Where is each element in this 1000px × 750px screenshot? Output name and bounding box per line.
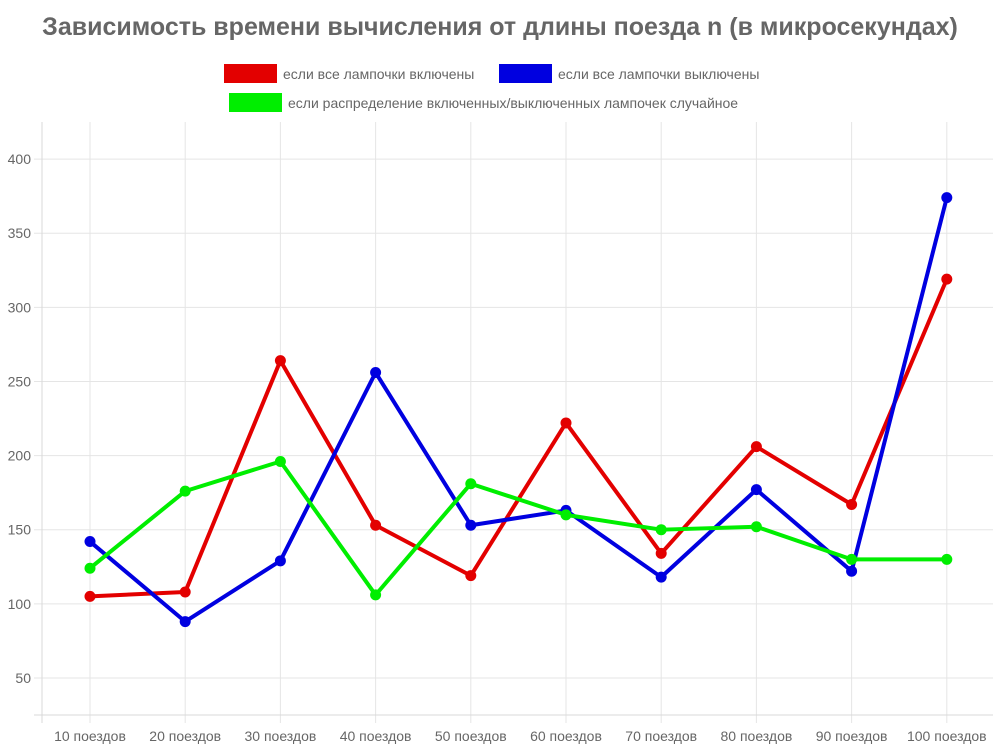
series-line — [88, 195, 949, 624]
y-tick-label: 50 — [15, 670, 31, 686]
y-axis: 50 100 150 200 250 300 350 400 — [8, 122, 43, 723]
data-point — [370, 367, 382, 379]
x-tick-label: 30 поездов — [244, 728, 316, 744]
data-point — [560, 417, 572, 429]
data-point — [274, 455, 286, 467]
data-point — [465, 478, 477, 490]
data-point — [84, 562, 96, 574]
data-point — [941, 192, 953, 204]
data-point — [84, 536, 96, 548]
data-point — [370, 519, 382, 531]
data-point — [846, 553, 858, 565]
legend-item[interactable]: если все лампочки выключены — [499, 64, 759, 83]
legend-swatch — [224, 64, 277, 83]
data-point — [274, 555, 286, 567]
data-point — [655, 571, 667, 583]
x-tick-label: 90 поездов — [816, 728, 888, 744]
data-point — [846, 498, 858, 510]
series-line — [88, 459, 949, 597]
x-axis: 10 поездов 20 поездов 30 поездов 40 поездов… — [34, 714, 993, 744]
data-point — [179, 586, 191, 598]
x-tick-label: 50 поездов — [435, 728, 507, 744]
data-point — [274, 355, 286, 367]
data-point — [846, 565, 858, 577]
data-point — [560, 509, 572, 521]
data-point — [465, 570, 477, 582]
legend-label: если все лампочки включены — [283, 66, 474, 82]
data-point — [179, 485, 191, 497]
data-point — [750, 441, 762, 453]
legend-swatch — [499, 64, 552, 83]
y-tick-label: 300 — [8, 299, 32, 315]
series-2 — [84, 192, 953, 628]
legend-label: если распределение включенных/выключенны… — [288, 95, 738, 111]
y-tick-label: 250 — [8, 373, 32, 389]
data-point — [750, 521, 762, 533]
x-tick-label: 70 поездов — [625, 728, 697, 744]
x-tick-label: 40 поездов — [340, 728, 412, 744]
legend-swatch — [229, 93, 282, 112]
y-tick-label: 350 — [8, 225, 32, 241]
data-point — [750, 484, 762, 496]
series-layer — [84, 192, 953, 628]
x-tick-label: 60 поездов — [530, 728, 602, 744]
data-point — [941, 553, 953, 565]
data-point — [370, 589, 382, 601]
data-point — [941, 273, 953, 285]
data-point — [84, 590, 96, 602]
legend-item[interactable]: если все лампочки включены — [224, 64, 474, 83]
x-tick-label: 80 поездов — [720, 728, 792, 744]
legend-label: если все лампочки выключены — [558, 66, 759, 82]
y-tick-label: 150 — [8, 522, 32, 538]
x-tick-label: 20 поездов — [149, 728, 221, 744]
data-point — [655, 524, 667, 536]
grid — [34, 122, 993, 723]
legend-item[interactable]: если распределение включенных/выключенны… — [229, 93, 738, 112]
x-tick-label: 100 поездов — [907, 728, 987, 744]
data-point — [655, 547, 667, 559]
series-1 — [84, 273, 953, 602]
y-tick-label: 200 — [8, 448, 32, 464]
chart-title: Зависимость времени вычисления от длины … — [42, 13, 958, 41]
legend: если все лампочки включены если все лампо… — [224, 64, 759, 112]
y-tick-label: 100 — [8, 596, 32, 612]
data-point — [465, 519, 477, 531]
series-3 — [84, 455, 953, 601]
x-tick-label: 10 поездов — [54, 728, 126, 744]
data-point — [179, 616, 191, 628]
y-tick-label: 400 — [8, 151, 32, 167]
